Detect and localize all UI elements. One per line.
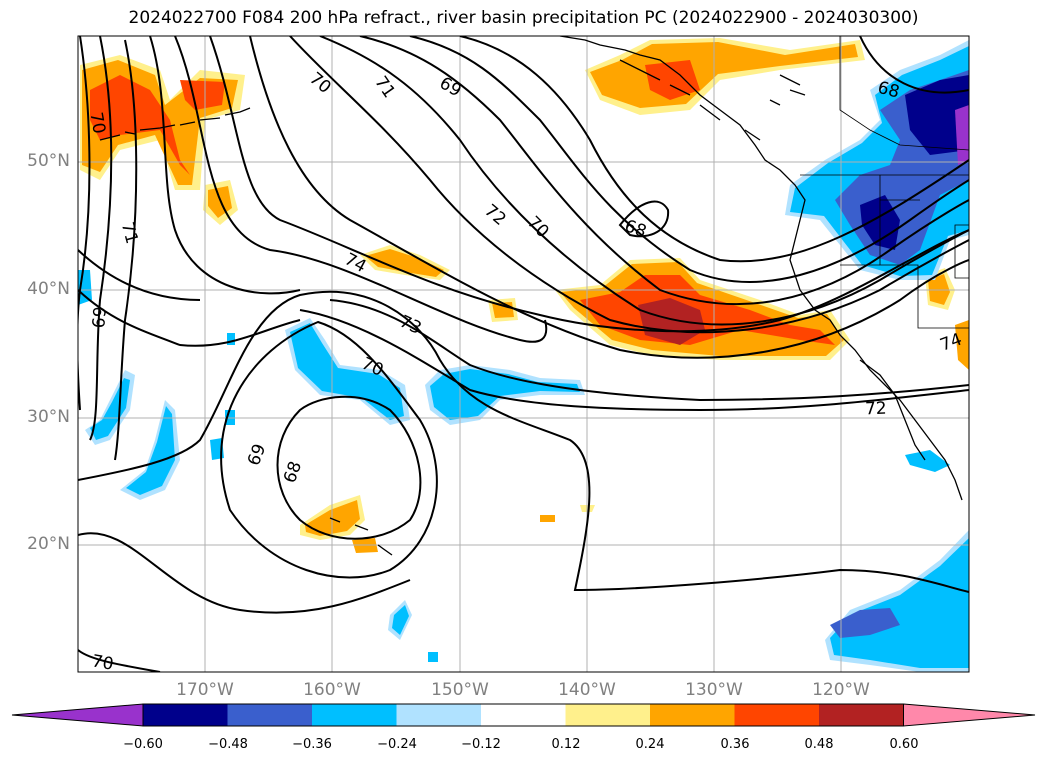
colorbar-tick-label: 0.36 — [720, 737, 750, 752]
longitude-label: 150°W — [431, 680, 489, 700]
coastlines — [99, 36, 963, 556]
positive-anomaly-alaska — [585, 38, 865, 115]
contour-label: 70 — [523, 213, 552, 242]
colorbar-tick-label: 0.12 — [551, 737, 581, 752]
graticule — [78, 36, 969, 672]
colorbar-tick-label: 0.60 — [889, 737, 919, 752]
longitude-label: 140°W — [558, 680, 616, 700]
colorbar-frame — [142, 703, 904, 727]
longitude-label: 160°W — [303, 680, 361, 700]
contour-label: 72 — [865, 399, 887, 420]
latitude-label: 50°N — [27, 151, 70, 171]
contour-label: 71 — [117, 220, 142, 246]
colorbar-segment — [396, 704, 481, 726]
colorbar-tick-label: 0.24 — [635, 737, 665, 752]
precip-shading — [78, 38, 969, 672]
colorbar-extend-max — [903, 703, 1036, 727]
longitude-label: 120°W — [812, 680, 870, 700]
contour-label: 72 — [480, 201, 509, 230]
colorbar — [11, 703, 1036, 727]
colorbar-segment — [143, 704, 228, 726]
negative-anomaly-eastern-tropics — [78, 270, 969, 672]
refractivity-contours — [78, 36, 969, 672]
colorbar-tick-label: −0.24 — [377, 737, 417, 752]
latitude-label: 20°N — [27, 534, 70, 554]
contour-label: 68 — [280, 459, 306, 486]
contour-label: 70 — [85, 111, 108, 136]
colorbar-segment — [481, 704, 566, 726]
longitude-label: 170°W — [176, 680, 234, 700]
positive-anomaly-hawaii — [300, 495, 595, 553]
colorbar-segment — [312, 704, 397, 726]
contour-label: 70 — [90, 651, 115, 674]
colorbar-tick-label: −0.48 — [208, 737, 248, 752]
colorbar-tick-label: 0.48 — [804, 737, 834, 752]
colorbar-segment — [565, 704, 650, 726]
colorbar-segment — [819, 704, 904, 726]
colorbar-segment — [650, 704, 735, 726]
negative-anomaly-central-pacific — [85, 318, 585, 662]
colorbar-extend-min — [11, 703, 144, 727]
map-title: 2024022700 F084 200 hPa refract., river … — [128, 8, 919, 28]
latitude-label: 30°N — [27, 407, 70, 427]
political-borders — [800, 36, 969, 329]
colorbar-segment — [227, 704, 312, 726]
colorbar-tick-label: −0.36 — [292, 737, 332, 752]
negative-anomaly-pacific-northwest — [785, 40, 969, 280]
contour-label: 69 — [244, 441, 270, 468]
map-frame — [77, 35, 970, 673]
contour-label: 70 — [305, 69, 334, 98]
colorbar-segment — [734, 704, 819, 726]
colorbar-tick-label: −0.60 — [123, 737, 163, 752]
longitude-label: 130°W — [685, 680, 743, 700]
contour-label: 69 — [89, 306, 111, 329]
colorbar-tick-label: −0.12 — [461, 737, 501, 752]
latitude-label: 40°N — [27, 279, 70, 299]
contour-label: 73 — [396, 312, 424, 339]
